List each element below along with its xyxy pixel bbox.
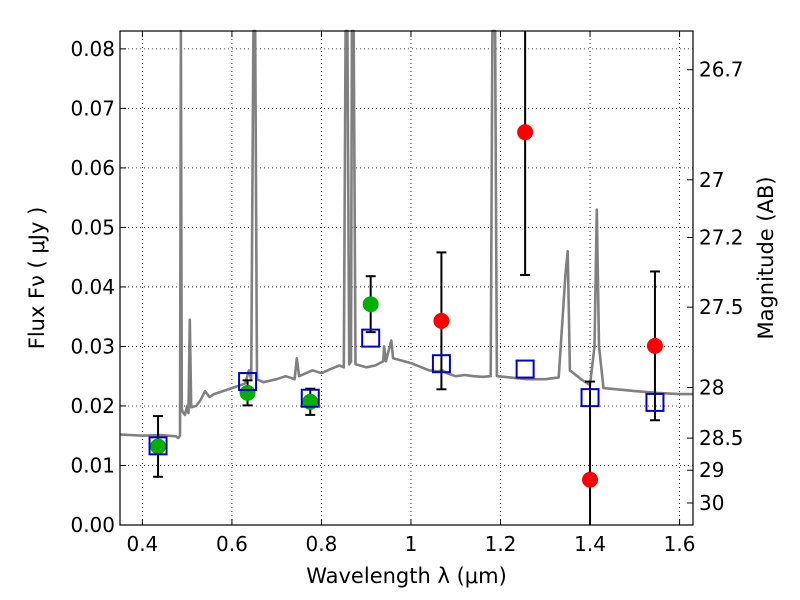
y-tick-label: 0.04 bbox=[70, 275, 115, 299]
y-tick-label: 0.02 bbox=[70, 394, 115, 418]
x-tick-label: 1.2 bbox=[485, 532, 517, 556]
model-point bbox=[580, 388, 600, 408]
right-tick-label: 30 bbox=[699, 491, 724, 515]
photometry-point bbox=[517, 124, 534, 141]
photometry-point bbox=[362, 296, 379, 313]
spectrum-line bbox=[119, 29, 693, 440]
axis-ticks: 0.4 0.6 0.8 1 1.2 1.4 1.6 0.00 0.01 0.02 0.03 0.04 0… bbox=[70, 31, 744, 556]
x-tick-label: 1.4 bbox=[574, 532, 606, 556]
model-point bbox=[431, 354, 451, 374]
x-tick-label: 0.4 bbox=[126, 532, 158, 556]
right-tick-label: 27.5 bbox=[699, 295, 744, 319]
right-tick-label: 27 bbox=[699, 168, 724, 192]
y-tick-label: 0.06 bbox=[70, 156, 115, 180]
y-tick-label: 0.03 bbox=[70, 334, 115, 358]
right-tick-label: 29 bbox=[699, 458, 724, 482]
y-tick-label: 0.00 bbox=[70, 513, 115, 537]
photometry-point bbox=[150, 438, 167, 455]
model-point bbox=[238, 372, 258, 392]
model-spectrum bbox=[119, 29, 693, 440]
y-tick-label: 0.05 bbox=[70, 215, 115, 239]
y-axis-label: Flux Fν ( μJy ) bbox=[25, 207, 49, 350]
right-tick-label: 27.2 bbox=[699, 226, 744, 250]
right-tick-label: 28 bbox=[699, 376, 724, 400]
right-tick-label: 26.7 bbox=[699, 58, 744, 82]
model-point bbox=[645, 392, 665, 412]
right-axis-label: Magnitude (AB) bbox=[754, 176, 778, 339]
y-tick-label: 0.08 bbox=[70, 37, 115, 61]
x-tick-label: 0.6 bbox=[216, 532, 248, 556]
x-tick-label: 1.6 bbox=[664, 532, 696, 556]
x-tick-label: 1 bbox=[405, 532, 418, 556]
model-point bbox=[148, 436, 168, 456]
model-point bbox=[515, 359, 535, 379]
x-tick-label: 0.8 bbox=[306, 532, 338, 556]
data-markers bbox=[148, 124, 665, 488]
photometry-point bbox=[239, 384, 256, 401]
photometry-point bbox=[433, 312, 450, 329]
y-tick-label: 0.07 bbox=[70, 96, 115, 120]
y-tick-label: 0.01 bbox=[70, 453, 115, 477]
error-bars bbox=[153, 31, 660, 525]
right-tick-label: 28.5 bbox=[699, 426, 744, 450]
model-point bbox=[300, 388, 320, 408]
photometry-point bbox=[646, 337, 663, 354]
x-axis-label: Wavelength λ (μm) bbox=[306, 564, 507, 588]
grid bbox=[120, 31, 693, 526]
model-point bbox=[361, 328, 381, 348]
photometry-point bbox=[582, 471, 599, 488]
plot-frame bbox=[119, 30, 694, 526]
